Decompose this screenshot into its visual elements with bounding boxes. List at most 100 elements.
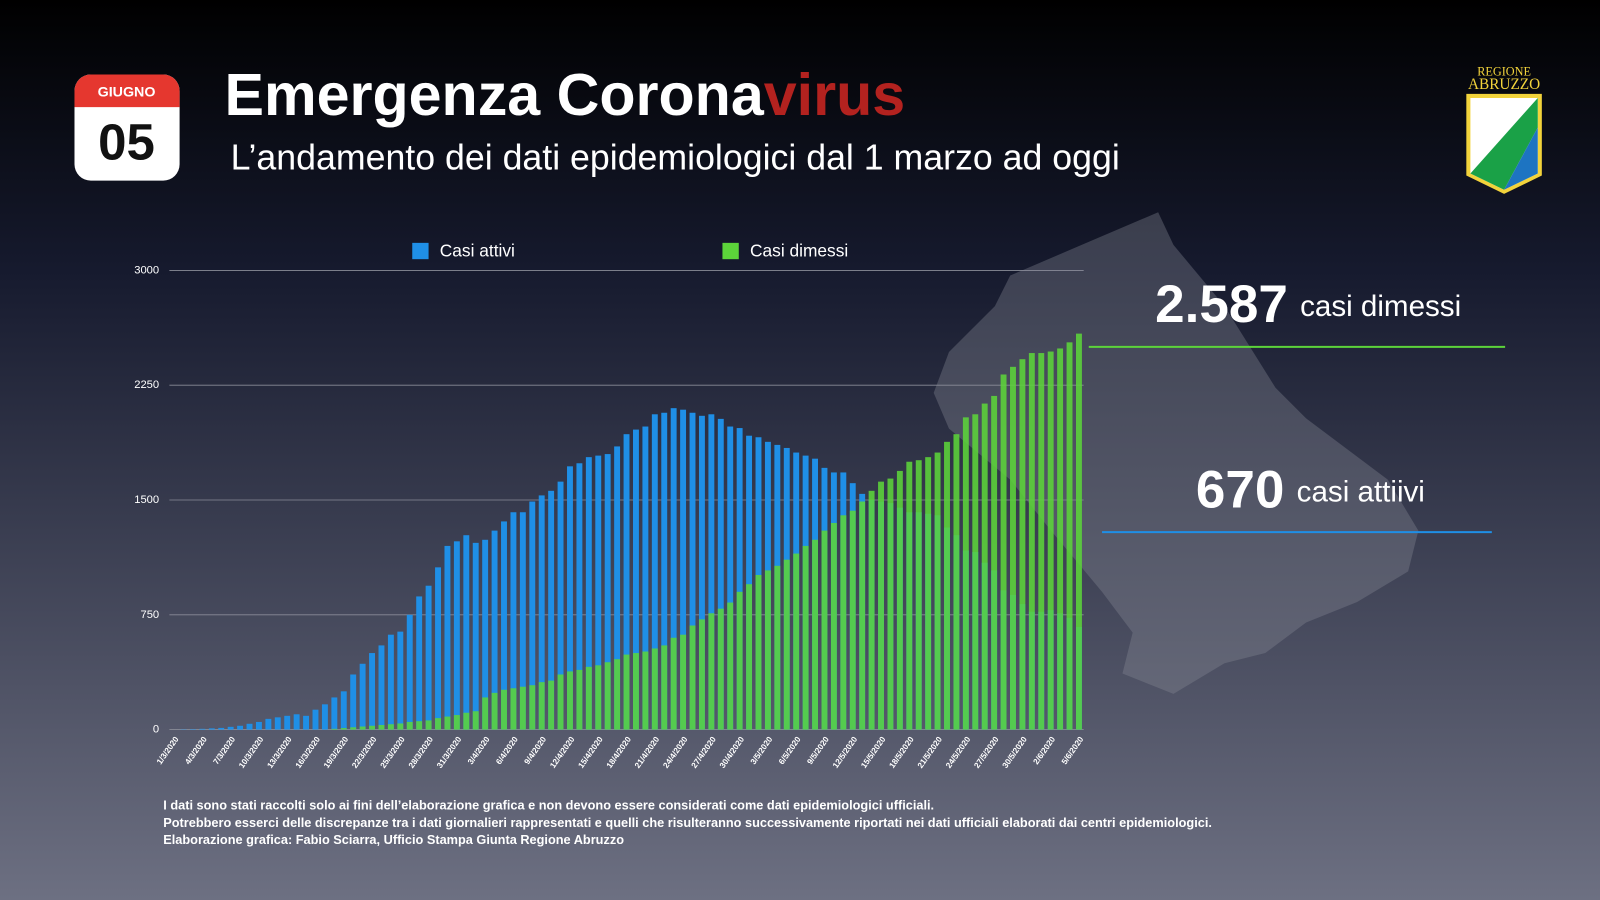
bar: [727, 602, 734, 730]
bar: [661, 645, 668, 730]
bar: [435, 567, 441, 730]
bar: [595, 455, 602, 730]
legend-swatch: [412, 242, 429, 260]
bar: [491, 530, 498, 730]
bar: [689, 412, 696, 730]
bar: [519, 686, 526, 730]
bar: [435, 718, 441, 730]
calendar-day: 05: [98, 113, 155, 170]
bar: [632, 653, 639, 730]
bar: [538, 495, 545, 730]
bar: [416, 721, 423, 730]
bar: [227, 726, 234, 730]
bar: [661, 412, 668, 730]
y-tick-label: 3000: [134, 264, 159, 276]
bar: [350, 727, 357, 730]
bar: [604, 454, 611, 730]
bar: [369, 653, 375, 730]
bar: [378, 725, 385, 730]
calendar-month: GIUGNO: [98, 85, 156, 101]
legend-label: Casi attivi: [440, 241, 515, 261]
bar: [397, 723, 404, 730]
bar: [501, 521, 507, 730]
bar: [981, 403, 988, 730]
bar: [651, 414, 658, 730]
bar: [623, 434, 630, 730]
logo-text: REGIONE: [1477, 64, 1531, 78]
bar: [567, 466, 573, 730]
bar: [425, 720, 432, 730]
bar: [670, 408, 677, 730]
bar: [746, 435, 753, 730]
bar: [896, 470, 903, 730]
bar: [878, 481, 884, 730]
annotation-text: casi dimessi: [1300, 290, 1461, 323]
bar: [1076, 333, 1082, 730]
y-tick-label: 1500: [134, 494, 159, 506]
annotation-value: 2.587: [1155, 275, 1288, 334]
annotation-value: 670: [1196, 460, 1285, 519]
annotation-text: casi attiivi: [1297, 475, 1425, 508]
bar: [425, 585, 432, 730]
bar: [764, 570, 771, 730]
bar: [783, 559, 790, 730]
bar: [698, 415, 705, 730]
bar: [887, 478, 894, 730]
bar: [246, 723, 253, 730]
bar: [340, 728, 347, 730]
bar: [736, 428, 743, 730]
bar: [1028, 353, 1035, 730]
bar: [350, 674, 357, 730]
bar: [387, 724, 394, 730]
bar: [284, 715, 291, 730]
bar: [821, 530, 828, 730]
bar: [614, 659, 621, 730]
bar: [237, 725, 244, 730]
bar: [972, 414, 979, 730]
bar: [736, 591, 743, 730]
bar: [529, 685, 536, 730]
bar: [274, 717, 281, 730]
bar: [453, 715, 460, 730]
bar: [1066, 342, 1073, 730]
bar: [208, 728, 215, 730]
title: Emergenza Coronavirus: [224, 61, 905, 128]
bar: [944, 441, 950, 730]
legend-swatch: [722, 242, 739, 260]
bar: [915, 460, 922, 730]
bar: [444, 545, 451, 730]
bar: [991, 395, 998, 730]
bar: [689, 625, 696, 730]
annotation: 2.587 casi dimessi: [1155, 275, 1461, 334]
bar: [510, 512, 517, 730]
bar: [1010, 366, 1016, 730]
bar: [595, 665, 602, 730]
bar: [303, 715, 310, 730]
bar: [321, 704, 328, 730]
legend-label: Casi dimessi: [750, 241, 848, 261]
bar: [632, 429, 639, 730]
bar: [623, 654, 630, 730]
bar: [642, 426, 649, 730]
bar: [680, 634, 687, 730]
bar: [934, 452, 941, 730]
bar: [491, 692, 498, 730]
bar: [444, 716, 451, 730]
bar: [255, 721, 262, 730]
bar: [519, 512, 526, 730]
bar: [472, 542, 479, 730]
bar: [651, 648, 658, 730]
bar: [378, 645, 385, 730]
bar: [538, 682, 545, 730]
bar: [501, 689, 507, 730]
calendar-band: [74, 74, 180, 108]
bar: [1000, 374, 1007, 730]
bar: [359, 663, 366, 730]
bar: [1019, 359, 1026, 730]
bar: [557, 481, 564, 730]
y-tick-label: 750: [140, 609, 159, 621]
bar: [387, 634, 394, 730]
bar: [727, 426, 734, 730]
